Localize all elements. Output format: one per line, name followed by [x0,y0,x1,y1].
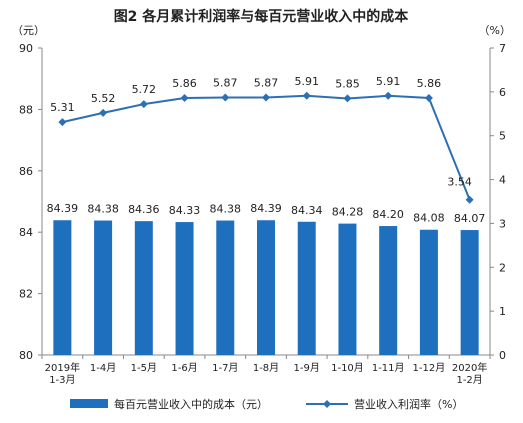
line-point [465,195,474,204]
line-series [62,94,471,201]
line-point [180,93,189,102]
right-tick-label: 6 [499,86,506,99]
bar-data-label: 84.34 [291,204,323,217]
legend-line-label: 营业收入利润率（%） [354,397,463,411]
left-tick-label: 86 [19,165,33,178]
x-tick-label: 1-11月 [372,362,405,374]
right-axis-unit: （%） [479,24,511,37]
bar-data-label: 84.39 [47,202,79,215]
bar-data-label: 84.08 [413,212,445,225]
right-tick-label: 2 [499,261,506,274]
bar [338,223,357,355]
bar [257,220,275,355]
line-point [343,94,352,103]
line-data-label: 5.87 [213,77,238,90]
right-tick-label: 4 [499,174,506,187]
bar-data-label: 84.20 [372,208,404,221]
line-data-label: 5.86 [417,77,442,90]
x-tick-label: 1-9月 [294,362,320,374]
bar-data-label: 84.33 [169,204,201,217]
x-tick-label: 1-6月 [171,362,197,374]
bar [53,220,72,355]
bar-data-label: 84.28 [332,206,364,219]
line-data-label: 5.86 [172,77,197,90]
left-axis-unit: （元） [12,24,45,37]
right-tick-label: 3 [499,217,506,230]
bar [134,221,153,355]
x-tick-label: 1-8月 [253,362,279,374]
line-point [99,108,108,117]
right-tick-label: 0 [499,349,506,362]
legend: 每百元营业收入中的成本（元） 营业收入利润率（%） [70,397,463,411]
bar [216,220,235,355]
x-tick-label: 1-10月 [331,362,364,374]
bar [379,226,398,355]
right-tick-label: 1 [499,305,506,318]
right-tick-label: 7 [499,42,506,55]
left-tick-label: 90 [19,42,33,55]
legend-line-marker [323,400,331,408]
bar [94,220,113,355]
bar [419,229,438,355]
line-point [262,93,270,102]
right-tick-label: 5 [499,130,506,143]
x-tick-label: 1-5月 [131,362,157,374]
line-data-label: 5.87 [254,77,279,90]
bar-data-label: 84.36 [128,203,160,216]
line-point [139,100,148,109]
bar-data-label: 84.38 [210,203,242,216]
left-tick-label: 80 [19,349,33,362]
line-point [58,118,67,127]
x-tick-label: 1-3月 [49,374,75,386]
legend-bar-swatch [70,399,108,408]
legend-bar-label: 每百元营业收入中的成本（元） [114,397,268,411]
bar-data-label: 84.39 [250,202,282,215]
x-tick-label: 2020年 [452,361,487,374]
line-data-label: 5.85 [335,77,360,90]
line-data-label: 5.31 [50,101,75,114]
line-data-label: 5.52 [91,92,116,105]
left-tick-label: 82 [19,288,33,301]
bar [460,230,479,355]
line-point [384,91,393,100]
line-point [302,91,311,100]
x-tick-label: 1-4月 [90,362,116,374]
x-tick-label: 1-7月 [212,362,238,374]
x-tick-label: 1-2月 [456,374,482,386]
bar-data-label: 84.38 [87,203,119,216]
line-point [424,93,433,102]
line-point [221,93,230,102]
line-data-label: 5.91 [294,75,319,88]
bar-data-label: 84.07 [454,212,486,225]
line-data-label: 5.72 [132,83,157,96]
x-tick-label: 2019年 [45,361,80,374]
line-data-label: 3.54 [447,176,472,189]
line-data-label: 5.91 [376,75,401,88]
chart-title: 图2 各月累计利润率与每百元营业收入中的成本 [114,8,410,25]
left-tick-label: 84 [19,226,33,239]
x-tick-label: 1-12月 [413,362,446,374]
bar [175,222,194,355]
bar [297,221,316,355]
left-tick-label: 88 [19,103,33,116]
